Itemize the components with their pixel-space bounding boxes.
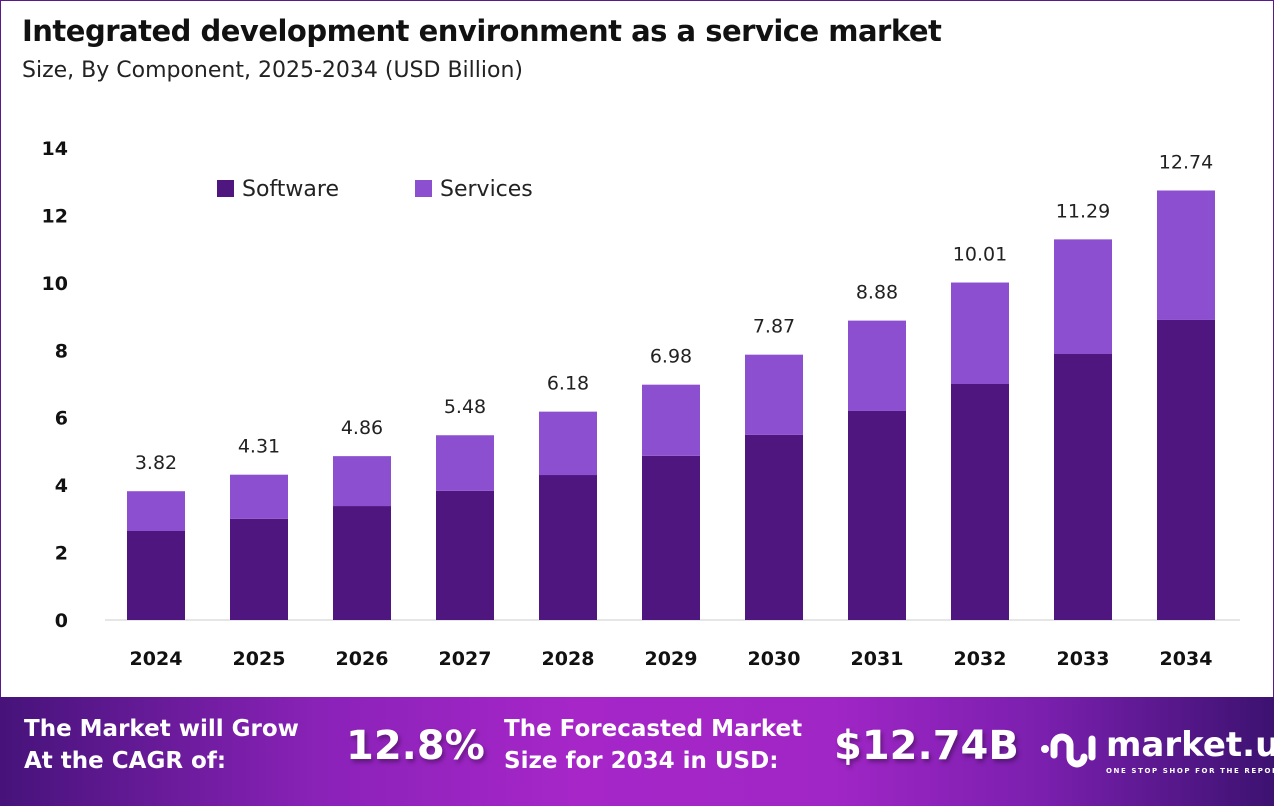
bar-services-2032 bbox=[951, 282, 1009, 384]
data-label-total: 8.88 bbox=[856, 282, 898, 304]
bar-services-2027 bbox=[436, 435, 494, 491]
cagr-label-line1: The Market will Grow bbox=[24, 716, 299, 742]
legend-swatch-services bbox=[415, 180, 432, 197]
summary-banner: The Market will Grow At the CAGR of: 12.… bbox=[0, 697, 1274, 806]
cagr-label: The Market will Grow At the CAGR of: bbox=[24, 713, 299, 777]
bar-services-2028 bbox=[539, 411, 597, 476]
bar-services-2029 bbox=[642, 384, 700, 456]
bar-software-2028 bbox=[539, 475, 597, 620]
legend-swatch-software bbox=[217, 180, 234, 197]
bar-software-2031 bbox=[848, 410, 906, 620]
bar-services-2024 bbox=[127, 491, 185, 531]
logo-tagline: ONE STOP SHOP FOR THE REPORTS bbox=[1106, 767, 1274, 775]
y-tick-label: 8 bbox=[55, 340, 68, 362]
bar-software-2027 bbox=[436, 490, 494, 620]
y-tick-label: 2 bbox=[55, 543, 68, 565]
bar-services-2034 bbox=[1157, 190, 1215, 320]
bar-services-2025 bbox=[230, 474, 288, 519]
cagr-value: 12.8% bbox=[346, 723, 485, 769]
bar-services-2030 bbox=[745, 354, 803, 435]
bar-services-2026 bbox=[333, 456, 391, 507]
forecast-label: The Forecasted Market Size for 2034 in U… bbox=[504, 713, 802, 777]
y-tick-label: 6 bbox=[55, 408, 68, 430]
data-label-total: 4.86 bbox=[341, 417, 383, 439]
x-tick-label: 2027 bbox=[439, 648, 492, 670]
data-label-total: 12.74 bbox=[1159, 151, 1213, 173]
data-label-total: 3.82 bbox=[135, 452, 177, 474]
bar-software-2026 bbox=[333, 506, 391, 620]
bar-chart: 0 2 4 6 8 10 12 14 3.82 2024 4.31 2025 4.86 2026 5.48 2… bbox=[42, 138, 1240, 670]
x-tick-label: 2030 bbox=[748, 648, 801, 670]
legend-label-software: Software bbox=[242, 177, 339, 202]
y-tick-label: 0 bbox=[55, 610, 68, 632]
data-label-total: 6.98 bbox=[650, 346, 692, 368]
bar-software-2034 bbox=[1157, 319, 1215, 620]
x-tick-label: 2025 bbox=[233, 648, 286, 670]
data-label-total: 7.87 bbox=[753, 316, 795, 338]
x-tick-label: 2024 bbox=[130, 648, 183, 670]
y-tick-label: 10 bbox=[42, 273, 68, 295]
chart-subtitle: Size, By Component, 2025-2034 (USD Billi… bbox=[22, 58, 523, 83]
y-tick-label: 4 bbox=[55, 475, 68, 497]
bar-software-2032 bbox=[951, 384, 1009, 620]
bar-services-2031 bbox=[848, 320, 906, 411]
x-tick-label: 2026 bbox=[336, 648, 389, 670]
bar-software-2033 bbox=[1054, 353, 1112, 620]
cagr-label-line2: At the CAGR of: bbox=[24, 748, 227, 774]
x-tick-label: 2034 bbox=[1160, 648, 1213, 670]
forecast-label-line1: The Forecasted Market bbox=[504, 716, 803, 742]
y-tick-label: 12 bbox=[42, 205, 68, 227]
bar-software-2024 bbox=[127, 530, 185, 620]
bar-software-2025 bbox=[230, 518, 288, 620]
data-label-total: 6.18 bbox=[547, 373, 589, 395]
bar-services-2033 bbox=[1054, 239, 1112, 354]
forecast-label-line2: Size for 2034 in USD: bbox=[504, 748, 779, 774]
data-label-total: 5.48 bbox=[444, 396, 486, 418]
logo-name: market.us bbox=[1106, 725, 1274, 765]
bar-software-2029 bbox=[642, 455, 700, 620]
data-label-total: 4.31 bbox=[238, 436, 280, 458]
forecast-value: $12.74B bbox=[834, 723, 1019, 769]
chart-title: Integrated development environment as a … bbox=[22, 14, 942, 48]
x-tick-label: 2032 bbox=[954, 648, 1007, 670]
market-us-logo: market.us ONE STOP SHOP FOR THE REPORTS bbox=[1040, 725, 1274, 775]
x-tick-label: 2033 bbox=[1057, 648, 1110, 670]
x-tick-label: 2028 bbox=[542, 648, 595, 670]
data-label-total: 10.01 bbox=[953, 244, 1007, 266]
x-tick-label: 2031 bbox=[851, 648, 904, 670]
bar-software-2030 bbox=[745, 434, 803, 620]
y-tick-label: 14 bbox=[42, 138, 68, 160]
x-tick-label: 2029 bbox=[645, 648, 698, 670]
data-label-total: 11.29 bbox=[1056, 200, 1110, 222]
logo-mark-icon bbox=[1041, 733, 1096, 768]
legend-label-services: Services bbox=[440, 177, 533, 202]
